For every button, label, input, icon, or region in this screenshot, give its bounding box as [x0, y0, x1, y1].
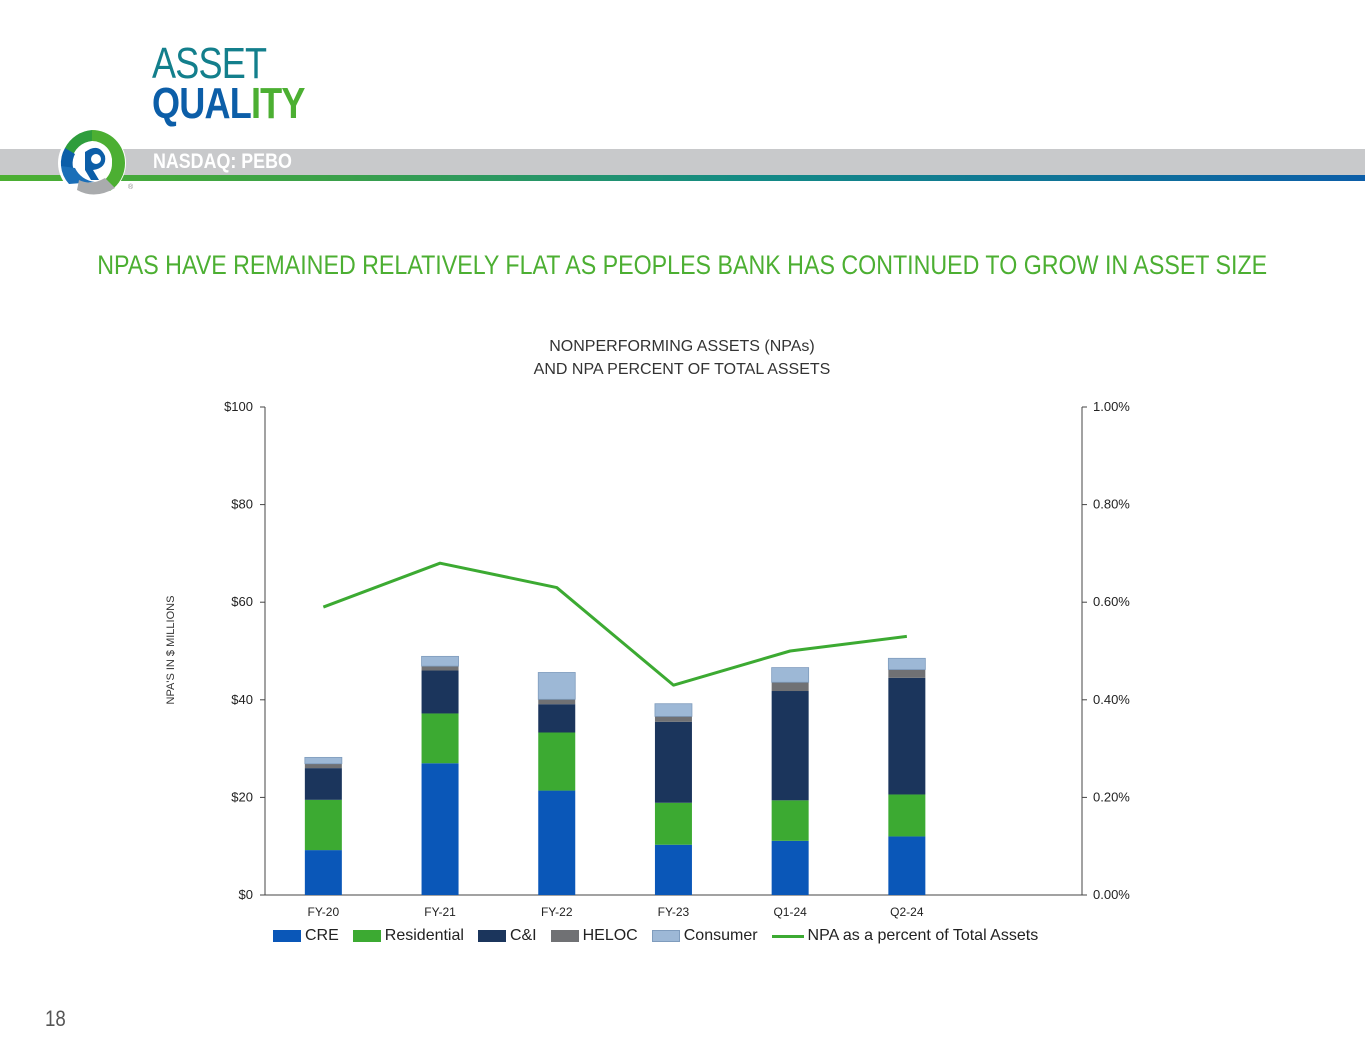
legend-item-cre: CRE — [273, 927, 339, 945]
bar-ci-fy-20 — [304, 768, 342, 800]
bar-ci-q1-24 — [771, 691, 809, 801]
chart-title-line1: NONPERFORMING ASSETS (NPAs) — [549, 338, 815, 355]
legend-swatch-heloc — [550, 930, 579, 942]
legend-swatch-cre — [273, 930, 301, 942]
bar-ci-q2-24 — [888, 677, 926, 795]
bar-cre-q1-24 — [771, 840, 809, 895]
x-tick-label: FY-22 — [541, 905, 573, 919]
y-tick-label: $0 — [239, 887, 253, 902]
page-title-word1: QUAL — [152, 79, 252, 128]
y2-tick-label: 0.00% — [1093, 887, 1130, 902]
page-title-line1: ASSET — [152, 39, 267, 88]
svg-text:®: ® — [128, 183, 134, 191]
legend-label-npa-line: NPA as a percent of Total Assets — [807, 927, 1039, 944]
bar-residential-fy-21 — [421, 713, 459, 764]
y2-tick-label: 0.20% — [1093, 789, 1130, 804]
legend-item-npa-line: NPA as a percent of Total Assets — [771, 927, 1039, 945]
bar-cre-fy-20 — [304, 850, 342, 895]
legend-item-ci: C&I — [477, 927, 537, 945]
bar-consumer-fy-20 — [304, 756, 343, 765]
bar-residential-q2-24 — [888, 794, 926, 837]
header-band — [0, 149, 1365, 175]
bar-heloc-fy-23 — [654, 716, 692, 722]
bar-consumer-q2-24 — [887, 657, 926, 670]
x-tick-label: FY-20 — [308, 905, 340, 919]
x-tick-label: FY-23 — [658, 905, 690, 919]
npa-percent-line — [322, 561, 908, 687]
bar-consumer-fy-22 — [537, 672, 576, 700]
bar-cre-q2-24 — [888, 836, 926, 895]
x-tick-label: FY-21 — [424, 905, 456, 919]
bar-heloc-q2-24 — [888, 669, 926, 678]
page-title-line2: QUALITY — [152, 82, 305, 126]
bar-ci-fy-21 — [421, 670, 459, 714]
slide-subtitle: NPAS HAVE REMAINED RELATIVELY FLAT AS PE… — [0, 250, 1365, 281]
header-stripe — [0, 175, 1365, 181]
legend-item-heloc: HELOC — [550, 927, 638, 945]
ticker-label: NASDAQ: PEBO — [153, 150, 292, 173]
bar-heloc-fy-22 — [538, 699, 576, 705]
y2-tick-label: 1.00% — [1093, 399, 1130, 414]
chart-legend: CRE Residential C&I HELOC Consumer NPA a… — [273, 927, 1052, 945]
page-title-word2: ITY — [250, 79, 305, 128]
bar-cre-fy-21 — [421, 763, 459, 895]
y-tick-label: $100 — [224, 399, 253, 414]
slide-subtitle-text: NPAS HAVE REMAINED RELATIVELY FLAT AS PE… — [97, 250, 1268, 280]
bar-ci-fy-22 — [538, 704, 576, 733]
legend-swatch-ci — [477, 930, 506, 942]
bar-residential-q1-24 — [771, 800, 809, 841]
legend-label-cre: CRE — [305, 927, 339, 944]
bar-residential-fy-20 — [304, 799, 342, 851]
page-number: 18 — [45, 1006, 66, 1031]
x-tick-label: Q2-24 — [890, 905, 924, 919]
y-tick-label: $40 — [231, 692, 253, 707]
legend-label-heloc: HELOC — [582, 927, 638, 944]
bar-residential-fy-23 — [654, 802, 692, 845]
chart-marks: $0 $20 $40 $60 $80 $100 0.00% 0.20% 0.40% 0.60% 0.… — [224, 399, 1130, 919]
y2-tick-label: 0.60% — [1093, 594, 1130, 609]
legend-item-consumer: Consumer — [651, 927, 758, 945]
bar-heloc-q1-24 — [771, 682, 809, 692]
y-tick-label: $80 — [231, 497, 253, 512]
legend-label-consumer: Consumer — [683, 927, 758, 944]
y-tick-label: $20 — [231, 789, 253, 804]
y2-tick-label: 0.40% — [1093, 692, 1130, 707]
bar-consumer-fy-23 — [654, 703, 693, 717]
legend-swatch-consumer — [651, 930, 680, 942]
bar-heloc-fy-21 — [421, 666, 459, 671]
legend-label-ci: C&I — [509, 927, 537, 944]
y-tick-label: $60 — [231, 594, 253, 609]
bar-residential-fy-22 — [538, 732, 576, 791]
bar-cre-fy-22 — [538, 790, 576, 895]
legend-swatch-residential — [352, 930, 381, 942]
y2-tick-label: 0.80% — [1093, 497, 1130, 512]
company-logo-icon: ® — [58, 129, 134, 197]
legend-item-residential: Residential — [352, 927, 464, 945]
bar-consumer-q1-24 — [771, 667, 810, 683]
bar-consumer-fy-21 — [421, 655, 459, 667]
legend-swatch-npa-line — [771, 934, 804, 938]
chart-title-line2: AND NPA PERCENT OF TOTAL ASSETS — [534, 361, 831, 378]
y-axis-label: NPA'S IN $ MILLIONS — [165, 596, 177, 705]
x-tick-label: Q1-24 — [773, 905, 807, 919]
bar-cre-fy-23 — [654, 844, 692, 895]
legend-label-residential: Residential — [384, 927, 464, 944]
bar-heloc-fy-20 — [304, 763, 342, 769]
bar-ci-fy-23 — [654, 721, 692, 803]
